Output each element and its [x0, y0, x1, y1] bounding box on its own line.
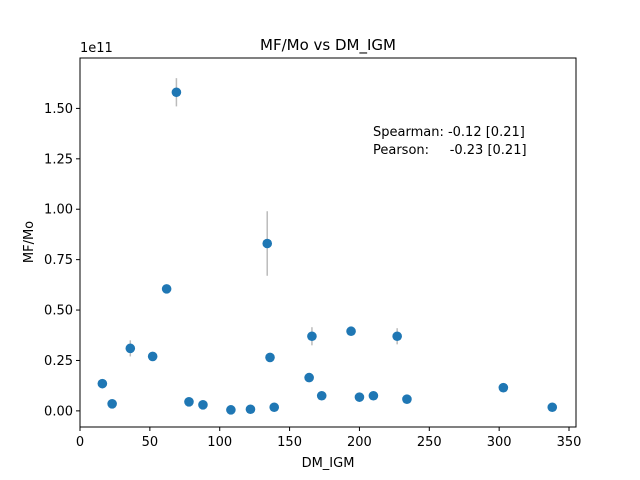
x-tick-label: 0 [76, 435, 84, 450]
spearman-annotation: Spearman: -0.12 [0.21] [373, 125, 525, 140]
data-point [171, 87, 182, 98]
y-tick-label: 1.50 [44, 102, 73, 117]
data-point [125, 343, 136, 354]
data-point [147, 351, 158, 362]
data-point [547, 402, 558, 413]
data-point [498, 382, 509, 393]
data-point [304, 372, 314, 383]
data-point [307, 331, 317, 342]
data-point [265, 352, 275, 363]
data-point [262, 238, 273, 249]
data-point [226, 405, 236, 415]
data-point [368, 390, 379, 401]
x-tick-label: 250 [417, 435, 442, 450]
x-tick-label: 200 [347, 435, 372, 450]
data-point [198, 400, 208, 410]
data-point [245, 404, 256, 415]
data-point [346, 326, 356, 337]
data-point [97, 378, 108, 389]
y-tick-label: 1.25 [44, 152, 73, 167]
x-tick-label: 300 [487, 435, 512, 450]
pearson-annotation: Pearson: -0.23 [0.21] [373, 143, 527, 158]
y-tick-label: 1.00 [44, 203, 73, 218]
data-point [184, 396, 194, 407]
data-point [354, 392, 365, 402]
y-tick-label: 0.75 [44, 253, 73, 268]
y-axis-ticks: 0.00 0.25 0.50 0.75 1.00 1.25 1.50 [44, 102, 80, 419]
data-point [269, 402, 280, 413]
y-axis-label: MF/Mo [22, 221, 37, 263]
y-tick-label: 0.50 [44, 304, 73, 319]
y-tick-label: 0.25 [44, 354, 73, 369]
x-tick-label: 150 [277, 435, 302, 450]
data-point [316, 390, 327, 401]
data-point [402, 394, 412, 404]
chart-title: MF/Mo vs DM_IGM [260, 36, 396, 55]
data-point [107, 399, 117, 409]
x-axis-ticks: 0 50 100 150 200 250 300 350 [76, 427, 582, 450]
x-tick-label: 100 [207, 435, 232, 450]
x-tick-label: 350 [557, 435, 582, 450]
y-tick-label: 0.00 [44, 404, 73, 419]
x-axis-label: DM_IGM [302, 456, 355, 471]
data-points-layer [97, 87, 558, 415]
data-point [161, 284, 172, 294]
y-axis-multiplier: 1e11 [80, 41, 113, 56]
data-point [392, 331, 402, 342]
x-tick-label: 50 [142, 435, 159, 450]
plot-frame [79, 57, 577, 428]
